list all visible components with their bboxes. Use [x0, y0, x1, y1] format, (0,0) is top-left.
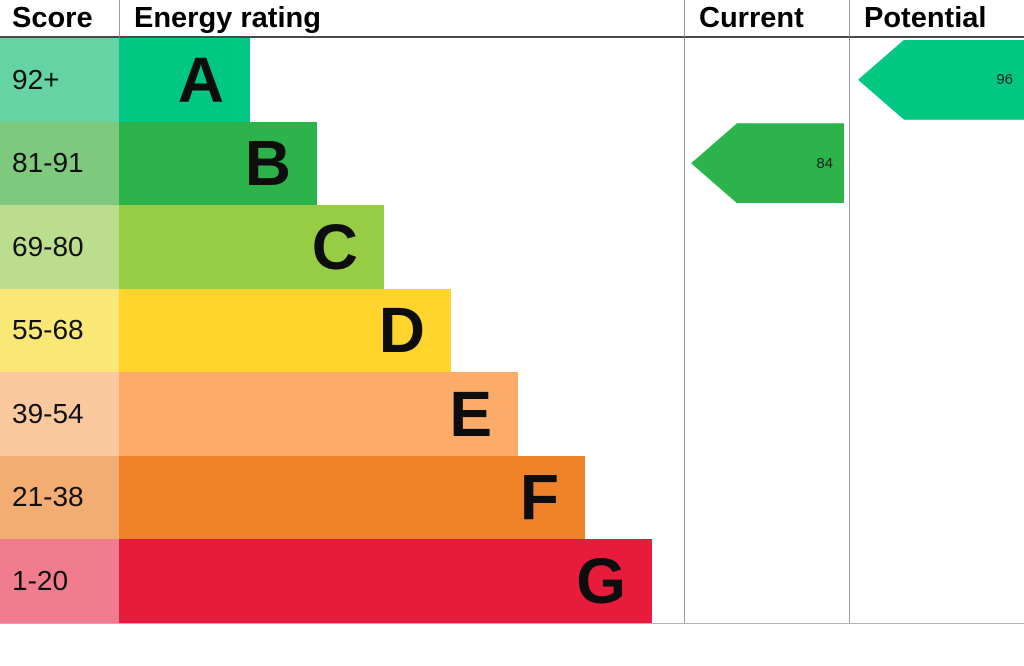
score-range-b: 81-91	[0, 121, 119, 205]
score-range-a: 92+	[0, 38, 119, 122]
potential-cell-f	[849, 455, 1024, 539]
score-range-c: 69-80	[0, 205, 119, 289]
rating-bar-g: G	[119, 539, 652, 623]
current-cell-c	[684, 205, 849, 289]
rating-cell-d: D	[119, 288, 684, 372]
rating-bar-c: C	[119, 205, 384, 289]
rating-bar-f: F	[119, 455, 585, 539]
current-cell-d	[684, 288, 849, 372]
epc-rating-chart: Score Energy rating Current Potential 92…	[0, 0, 1024, 624]
rating-cell-e: E	[119, 372, 684, 456]
rating-bar-b: B	[119, 121, 317, 205]
rating-bar-e: E	[119, 372, 518, 456]
header-current: Current	[684, 0, 849, 38]
header-potential: Potential	[849, 0, 1024, 38]
header-energy-rating: Energy rating	[119, 0, 684, 38]
rating-bar-a: A	[119, 38, 250, 122]
rating-cell-f: F	[119, 455, 684, 539]
potential-cell-c	[849, 205, 1024, 289]
rating-cell-c: C	[119, 205, 684, 289]
header-score: Score	[0, 0, 119, 38]
rating-cell-b: B	[119, 121, 684, 205]
potential-cell-b	[849, 121, 1024, 205]
current-cell-a	[684, 38, 849, 122]
current-cell-g	[684, 539, 849, 623]
rating-cell-a: A	[119, 38, 684, 122]
current-cell-f	[684, 455, 849, 539]
potential-cell-g	[849, 539, 1024, 623]
rating-bar-d: D	[119, 288, 451, 372]
current-cell-b: 84	[684, 121, 849, 205]
potential-value: 96	[996, 71, 1013, 89]
rating-cell-g: G	[119, 539, 684, 623]
potential-rating-arrow: 96	[858, 39, 1024, 120]
potential-cell-d	[849, 288, 1024, 372]
current-rating-arrow: 84	[691, 123, 844, 204]
current-value: 84	[816, 154, 833, 172]
potential-cell-e	[849, 372, 1024, 456]
score-range-g: 1-20	[0, 539, 119, 623]
score-range-d: 55-68	[0, 288, 119, 372]
current-cell-e	[684, 372, 849, 456]
potential-cell-a: 96	[849, 38, 1024, 122]
score-range-e: 39-54	[0, 372, 119, 456]
score-range-f: 21-38	[0, 455, 119, 539]
